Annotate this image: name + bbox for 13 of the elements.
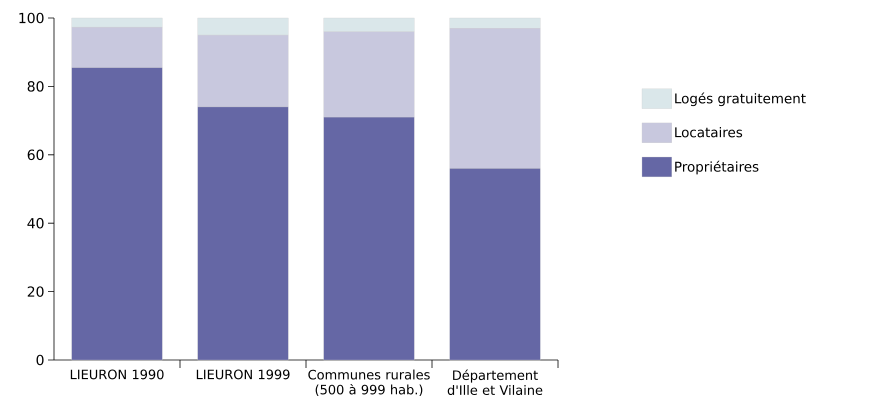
y-tick-label: 20 bbox=[28, 286, 44, 297]
y-tick-label: 100 bbox=[19, 12, 44, 24]
y-tick-label: 40 bbox=[27, 218, 44, 228]
legend-label: Propriétaires bbox=[675, 160, 758, 174]
y-tick-label: 0 bbox=[36, 354, 44, 366]
y-tick-label: 80 bbox=[28, 81, 44, 92]
y-tick-label: 60 bbox=[28, 150, 44, 160]
x-tick-label: LIEURON 1990 bbox=[70, 370, 164, 380]
legend-label: Locataires bbox=[675, 126, 742, 138]
x-tick-label: LIEURON 1999 bbox=[196, 370, 290, 380]
x-tick-label: Département d'Ille et Vilaine bbox=[448, 370, 542, 396]
x-tick-label: Communes rurales (500 à 999 hab.) bbox=[308, 370, 430, 396]
legend-label: Logés gratuitement bbox=[675, 92, 806, 106]
